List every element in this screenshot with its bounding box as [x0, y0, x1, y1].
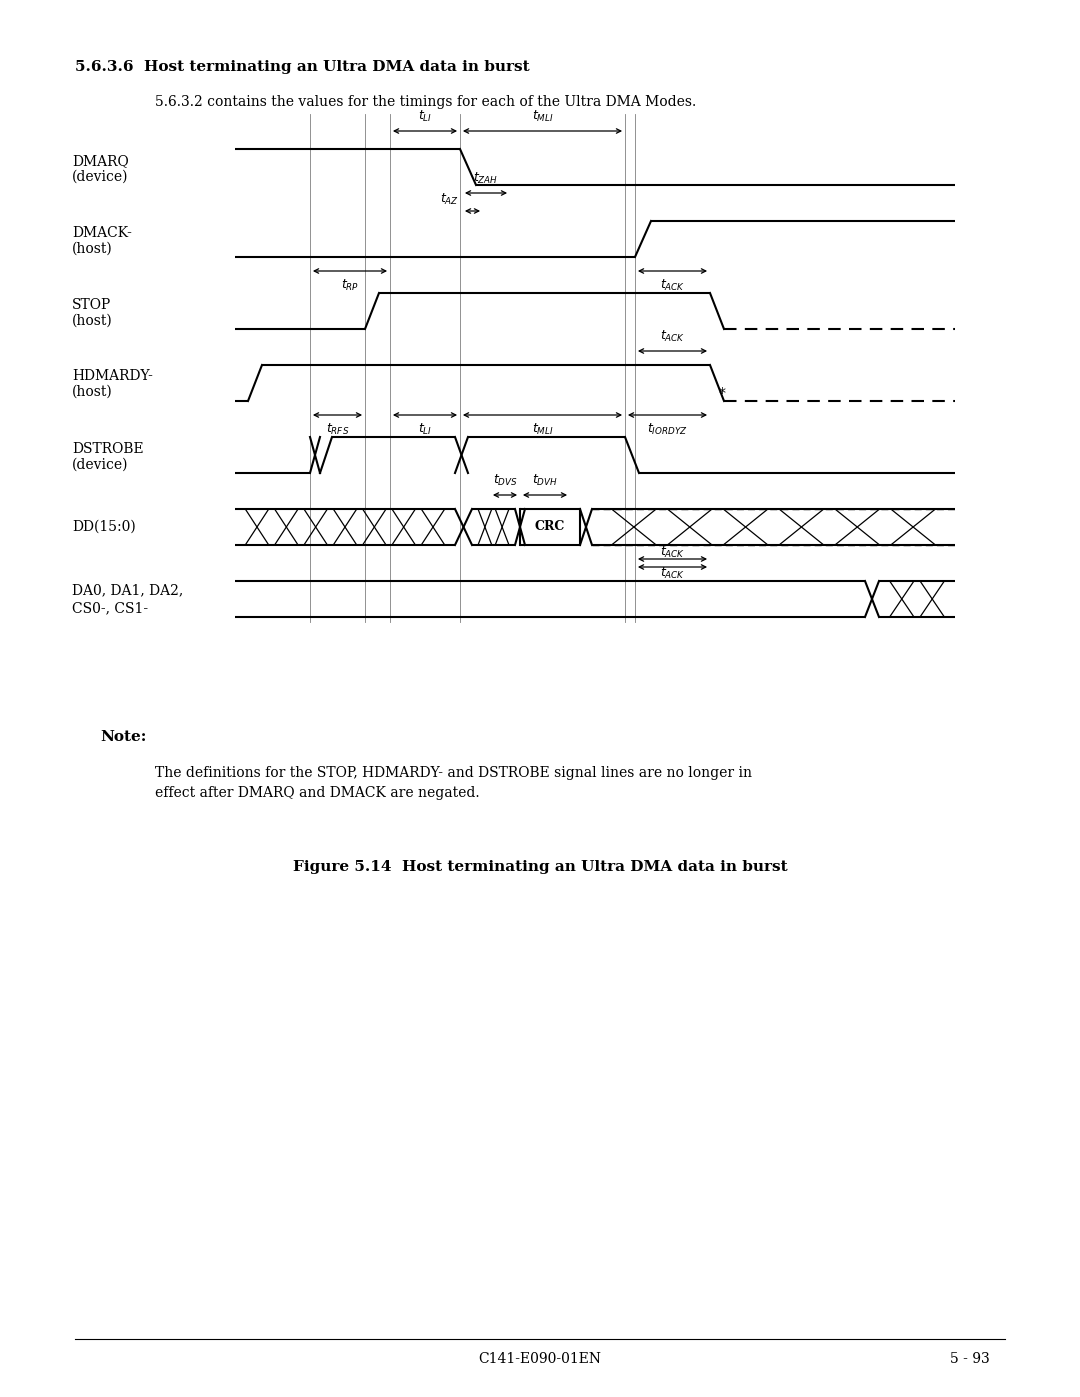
Text: $t_{LI}$: $t_{LI}$: [418, 109, 432, 124]
Text: (device): (device): [72, 170, 129, 184]
Text: (host): (host): [72, 242, 112, 256]
Text: 5.6.3.2 contains the values for the timings for each of the Ultra DMA Modes.: 5.6.3.2 contains the values for the timi…: [156, 95, 697, 109]
Text: (device): (device): [72, 458, 129, 472]
Text: $t_{RFS}$: $t_{RFS}$: [326, 422, 349, 437]
Text: (host): (host): [72, 386, 112, 400]
Text: $t_{MLI}$: $t_{MLI}$: [531, 109, 553, 124]
Text: $t_{ZAH}$: $t_{ZAH}$: [473, 170, 499, 186]
Text: $t_{IORDYZ}$: $t_{IORDYZ}$: [647, 422, 688, 437]
Text: 5.6.3.6  Host terminating an Ultra DMA data in burst: 5.6.3.6 Host terminating an Ultra DMA da…: [75, 60, 529, 74]
Text: $t_{ACK}$: $t_{ACK}$: [660, 278, 685, 293]
Text: STOP: STOP: [72, 298, 111, 312]
Text: $t_{ACK}$: $t_{ACK}$: [660, 328, 685, 344]
Text: DSTROBE: DSTROBE: [72, 441, 144, 455]
Text: C141-E090-01EN: C141-E090-01EN: [478, 1352, 602, 1366]
Text: CRC: CRC: [535, 521, 565, 534]
Text: Note:: Note:: [100, 731, 147, 745]
Text: HDMARDY-: HDMARDY-: [72, 369, 153, 383]
Text: The definitions for the STOP, HDMARDY- and DSTROBE signal lines are no longer in: The definitions for the STOP, HDMARDY- a…: [156, 766, 752, 780]
Text: effect after DMARQ and DMACK are negated.: effect after DMARQ and DMACK are negated…: [156, 787, 480, 800]
Text: DA0, DA1, DA2,: DA0, DA1, DA2,: [72, 583, 184, 597]
Text: $t_{LI}$: $t_{LI}$: [418, 422, 432, 437]
Text: *: *: [718, 386, 726, 400]
Text: DD(15:0): DD(15:0): [72, 520, 136, 534]
Text: Figure 5.14  Host terminating an Ultra DMA data in burst: Figure 5.14 Host terminating an Ultra DM…: [293, 861, 787, 875]
Text: (host): (host): [72, 314, 112, 328]
Text: $t_{RP}$: $t_{RP}$: [341, 278, 360, 293]
Text: 5 - 93: 5 - 93: [950, 1352, 990, 1366]
Text: CS0-, CS1-: CS0-, CS1-: [72, 601, 148, 615]
Text: $t_{ACK}$: $t_{ACK}$: [660, 545, 685, 560]
Text: $t_{DVH}$: $t_{DVH}$: [532, 474, 558, 488]
Text: DMACK-: DMACK-: [72, 226, 132, 240]
Text: $t_{MLI}$: $t_{MLI}$: [531, 422, 553, 437]
Text: $t_{ACK}$: $t_{ACK}$: [660, 566, 685, 581]
Text: DMARQ: DMARQ: [72, 154, 129, 168]
Text: $t_{DVS}$: $t_{DVS}$: [492, 474, 517, 488]
Text: $t_{AZ}$: $t_{AZ}$: [440, 191, 459, 207]
